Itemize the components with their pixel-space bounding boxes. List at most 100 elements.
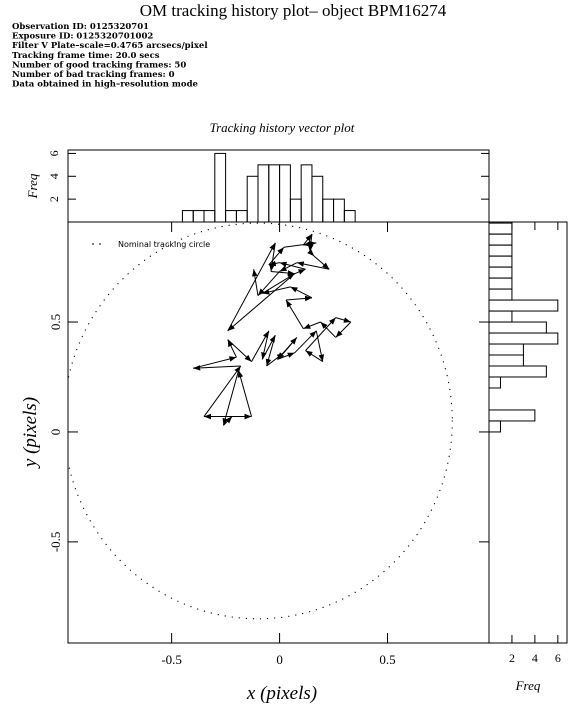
hist-bar — [488, 365, 547, 378]
track-vector — [227, 273, 296, 332]
track-vector — [265, 335, 276, 367]
track-vector — [303, 241, 317, 247]
track-vector — [193, 356, 237, 369]
track-vector — [203, 365, 242, 417]
chart-title: OM tracking history plot– object BPM1627… — [140, 1, 447, 20]
header-note: Observation ID: 0125320701 — [12, 22, 149, 32]
x-tick-label: 2 — [509, 651, 515, 665]
track-vector — [269, 242, 276, 272]
track-vector — [335, 321, 352, 338]
hist-x-label: Freq — [515, 678, 541, 693]
hist-bar — [488, 321, 547, 334]
y-tick-label: 2 — [47, 196, 61, 202]
hist-bar — [225, 210, 237, 223]
hist-bar — [488, 233, 513, 246]
hist-bar — [488, 266, 513, 279]
hist-bar — [488, 255, 513, 268]
x-axis-label: x (pixels) — [246, 683, 317, 704]
hist-bar — [268, 164, 281, 223]
track-vector — [303, 321, 321, 330]
header-note: Number of good tracking frames: 50 — [12, 60, 186, 70]
y-tick-label: -0.5 — [48, 532, 63, 553]
hist-bar — [488, 343, 524, 356]
track-vector — [335, 317, 351, 323]
hist-bar — [333, 198, 345, 223]
hist-bar — [488, 277, 513, 290]
hist-bar — [257, 164, 270, 223]
header-note: Number of bad tracking frames: 0 — [12, 70, 175, 80]
track-vector — [261, 334, 276, 360]
track-vector — [290, 286, 313, 299]
track-vector — [252, 269, 259, 296]
hist-bar — [488, 354, 524, 367]
track-vector — [193, 365, 241, 371]
header-note: Exposure ID: 0125320701002 — [12, 32, 153, 42]
y-tick-label: 4 — [47, 173, 61, 179]
track-vector — [313, 255, 330, 270]
track-vector — [251, 330, 270, 362]
track-vector — [279, 261, 306, 270]
x-tick-label: 4 — [532, 651, 538, 665]
track-vector — [257, 271, 280, 296]
track-vector — [262, 286, 291, 295]
y-tick-label: 6 — [47, 150, 61, 156]
top-hist-frame — [67, 149, 490, 223]
hist-bar — [322, 198, 335, 223]
hist-bar — [181, 210, 194, 223]
track-vector — [305, 317, 337, 351]
track-vector — [227, 339, 252, 362]
hist-bar — [488, 244, 513, 257]
track-vector — [277, 352, 295, 360]
track-vector — [307, 249, 315, 257]
track-vector — [277, 337, 298, 360]
hist-bar — [488, 409, 536, 422]
y-axis-label: y (pixels) — [20, 397, 41, 469]
track-vector — [286, 295, 313, 302]
hist-bar — [488, 376, 501, 389]
hist-bar — [488, 310, 513, 323]
hist-bar — [488, 332, 559, 345]
track-vector — [294, 268, 306, 275]
plot-frame — [67, 221, 490, 644]
track-vector — [285, 299, 304, 329]
track-vector — [268, 260, 280, 267]
subtitle: Tracking history vector plot — [210, 120, 355, 135]
hist-bar — [488, 222, 513, 235]
track-vector — [320, 321, 337, 338]
x-tick-label: -0.5 — [161, 652, 182, 667]
track-vector — [315, 330, 325, 362]
track-vector — [223, 416, 233, 426]
track-vector — [227, 339, 237, 358]
legend-label: Nominal tracking circle — [118, 240, 210, 249]
hist-bar — [203, 210, 216, 223]
hist-y-label: Freq — [25, 173, 40, 199]
track-vector — [296, 261, 330, 270]
hist-bar — [289, 198, 302, 223]
track-vector — [294, 330, 317, 354]
track-vector — [305, 350, 324, 363]
track-vector — [261, 330, 270, 360]
track-vector — [227, 242, 276, 332]
y-tick-label: 0.5 — [48, 314, 63, 330]
hist-bar — [235, 210, 248, 223]
hist-bar — [343, 210, 356, 223]
hist-bar — [300, 164, 313, 223]
track-vector — [302, 233, 313, 246]
header-note: Tracking frame time: 20.0 secs — [12, 51, 160, 61]
hist-bar — [192, 210, 205, 223]
x-tick-label: 6 — [555, 651, 561, 665]
tracking-circle — [68, 222, 453, 620]
track-vector — [270, 270, 295, 276]
y-tick-label: 0 — [48, 429, 63, 436]
x-tick-label: 0.5 — [379, 652, 395, 667]
hist-bar — [214, 152, 227, 223]
track-vector — [262, 273, 295, 294]
hist-bar — [279, 164, 291, 223]
track-vector — [307, 234, 314, 252]
header-note: Filter V Plate–scale=0.4765 arcsecs/pixe… — [12, 41, 208, 51]
right-hist-frame — [488, 221, 568, 644]
track-vector — [279, 262, 298, 272]
x-tick-label: 0 — [276, 652, 283, 667]
hist-bar — [488, 288, 513, 301]
